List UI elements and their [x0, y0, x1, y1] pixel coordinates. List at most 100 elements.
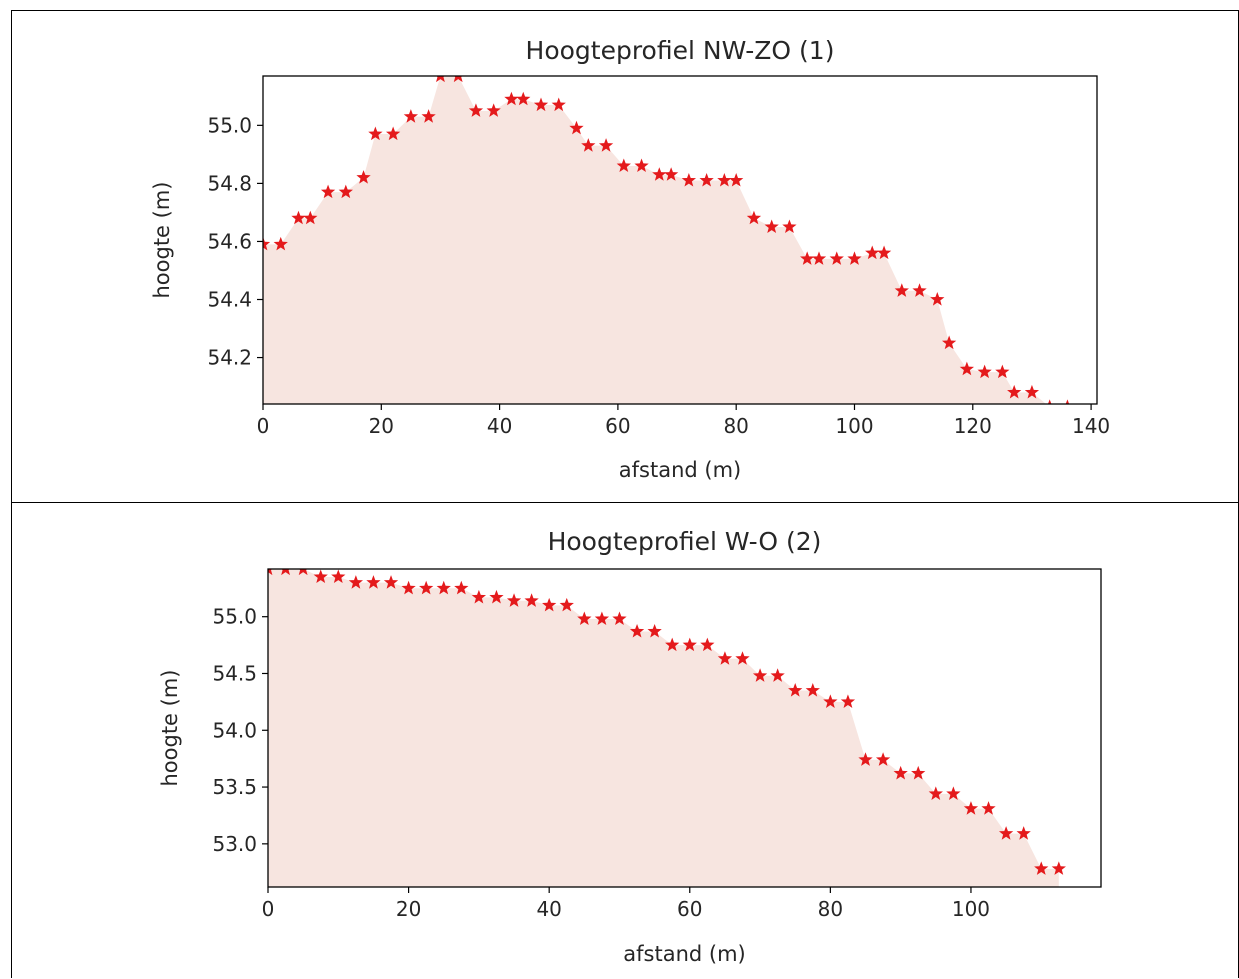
- data-point-star: [829, 251, 844, 265]
- data-point-star: [893, 765, 908, 780]
- data-point-star: [717, 651, 733, 665]
- data-point-star: [941, 335, 957, 350]
- y-tick-label: 54.6: [207, 229, 252, 253]
- data-point-star: [421, 109, 436, 123]
- data-point-star: [665, 637, 680, 652]
- data-point-star: [453, 76, 463, 83]
- y-axis-label: hoogte (m): [158, 669, 182, 786]
- data-point-star: [764, 219, 779, 234]
- data-point-star: [273, 236, 288, 251]
- data-point-star: [454, 580, 469, 595]
- data-point-star: [612, 611, 627, 626]
- data-point-star: [912, 283, 927, 297]
- x-axis-label: afstand (m): [619, 458, 741, 482]
- data-point-star: [313, 569, 328, 584]
- data-point-star: [368, 126, 383, 141]
- data-point-star: [403, 109, 419, 123]
- data-point-star: [577, 611, 592, 626]
- data-point-star: [876, 245, 892, 260]
- data-point-star: [281, 569, 290, 576]
- marker-group: [268, 569, 1066, 875]
- data-point-star: [419, 580, 434, 595]
- data-point-star: [682, 637, 697, 652]
- elevation-area: [268, 569, 1059, 887]
- data-point-star: [486, 103, 501, 117]
- chart-panel-1: 0 20 40 60 80 100 120 140 54.2 54.4 54.6 54.8 55.0 Ho…: [11, 10, 1239, 503]
- x-tick-label: 20: [396, 897, 421, 921]
- y-tick-label: 54.5: [212, 661, 257, 685]
- data-point-star: [569, 120, 584, 135]
- y-tick-label: 54.0: [212, 718, 257, 742]
- y-tick-label: 54.4: [207, 288, 252, 312]
- chart-nw-zo: 0 20 40 60 80 100 120 140 54.2 54.4 54.6 54.8 55.0 Ho…: [150, 36, 1110, 482]
- y-tick-label: 55.0: [207, 113, 252, 137]
- data-point-star: [634, 158, 649, 173]
- x-tick-label: 60: [605, 414, 630, 438]
- plot-frame: [267, 568, 1102, 888]
- data-point-star: [581, 138, 596, 152]
- data-point-star: [1051, 861, 1066, 875]
- chart-title: Hoogteprofiel W-O (2): [548, 527, 822, 556]
- data-point-star: [629, 623, 645, 638]
- data-point-star: [998, 826, 1014, 840]
- y-axis-label: hoogte (m): [150, 181, 174, 298]
- x-tick-label: 80: [723, 414, 748, 438]
- data-point-star: [533, 97, 549, 112]
- data-point-star: [468, 103, 484, 117]
- x-tick-label: 120: [954, 414, 992, 438]
- data-point-star: [782, 219, 797, 234]
- y-tick-label: 54.2: [207, 346, 252, 370]
- data-point-star: [436, 76, 445, 83]
- data-point-star: [303, 210, 318, 225]
- data-point-star: [1047, 399, 1052, 404]
- data-point-star: [700, 637, 715, 652]
- data-point-star: [735, 651, 750, 665]
- data-point-star: [811, 251, 827, 265]
- x-tick-label: 100: [835, 414, 873, 438]
- data-point-star: [800, 251, 815, 265]
- data-point-star: [594, 611, 610, 626]
- data-point-star: [331, 569, 346, 584]
- x-tick-label: 20: [369, 414, 394, 438]
- data-point-star: [598, 138, 614, 152]
- y-tick-label: 53.5: [212, 775, 257, 799]
- data-point-star: [436, 580, 451, 595]
- y-tick-label: 55.0: [212, 605, 257, 629]
- data-point-star: [963, 801, 979, 815]
- data-point-star: [542, 597, 557, 612]
- data-point-star: [291, 210, 306, 225]
- data-point-star: [746, 210, 762, 225]
- data-point-star: [946, 786, 961, 800]
- x-tick-label: 80: [818, 897, 843, 921]
- data-point-star: [840, 694, 856, 708]
- data-point-star: [911, 765, 926, 780]
- data-point-star: [699, 173, 714, 187]
- data-point-star: [385, 126, 401, 141]
- data-point-star: [551, 97, 566, 112]
- data-point-star: [805, 683, 820, 697]
- data-point-star: [338, 184, 353, 199]
- data-point-star: [788, 683, 803, 697]
- y-tick-label: 53.0: [212, 832, 257, 856]
- elevation-area: [263, 76, 1068, 404]
- data-point-star: [401, 580, 416, 595]
- data-point-star: [524, 593, 539, 607]
- data-point-star: [1065, 399, 1070, 404]
- data-point-star: [1024, 384, 1040, 399]
- data-point-star: [823, 694, 838, 708]
- data-point-star: [298, 569, 308, 576]
- data-point-star: [616, 158, 631, 173]
- data-point-star: [489, 589, 504, 604]
- data-point-star: [356, 170, 371, 184]
- x-tick-label: 60: [677, 897, 702, 921]
- data-point-star: [875, 752, 891, 766]
- data-point-star: [928, 786, 943, 800]
- data-point-star: [647, 623, 662, 638]
- data-point-star: [729, 173, 744, 187]
- data-point-star: [268, 569, 273, 576]
- data-point-star: [959, 361, 975, 376]
- data-point-star: [847, 251, 862, 265]
- data-point-star: [263, 236, 271, 251]
- marker-group: [263, 76, 1070, 404]
- data-point-star: [348, 575, 363, 589]
